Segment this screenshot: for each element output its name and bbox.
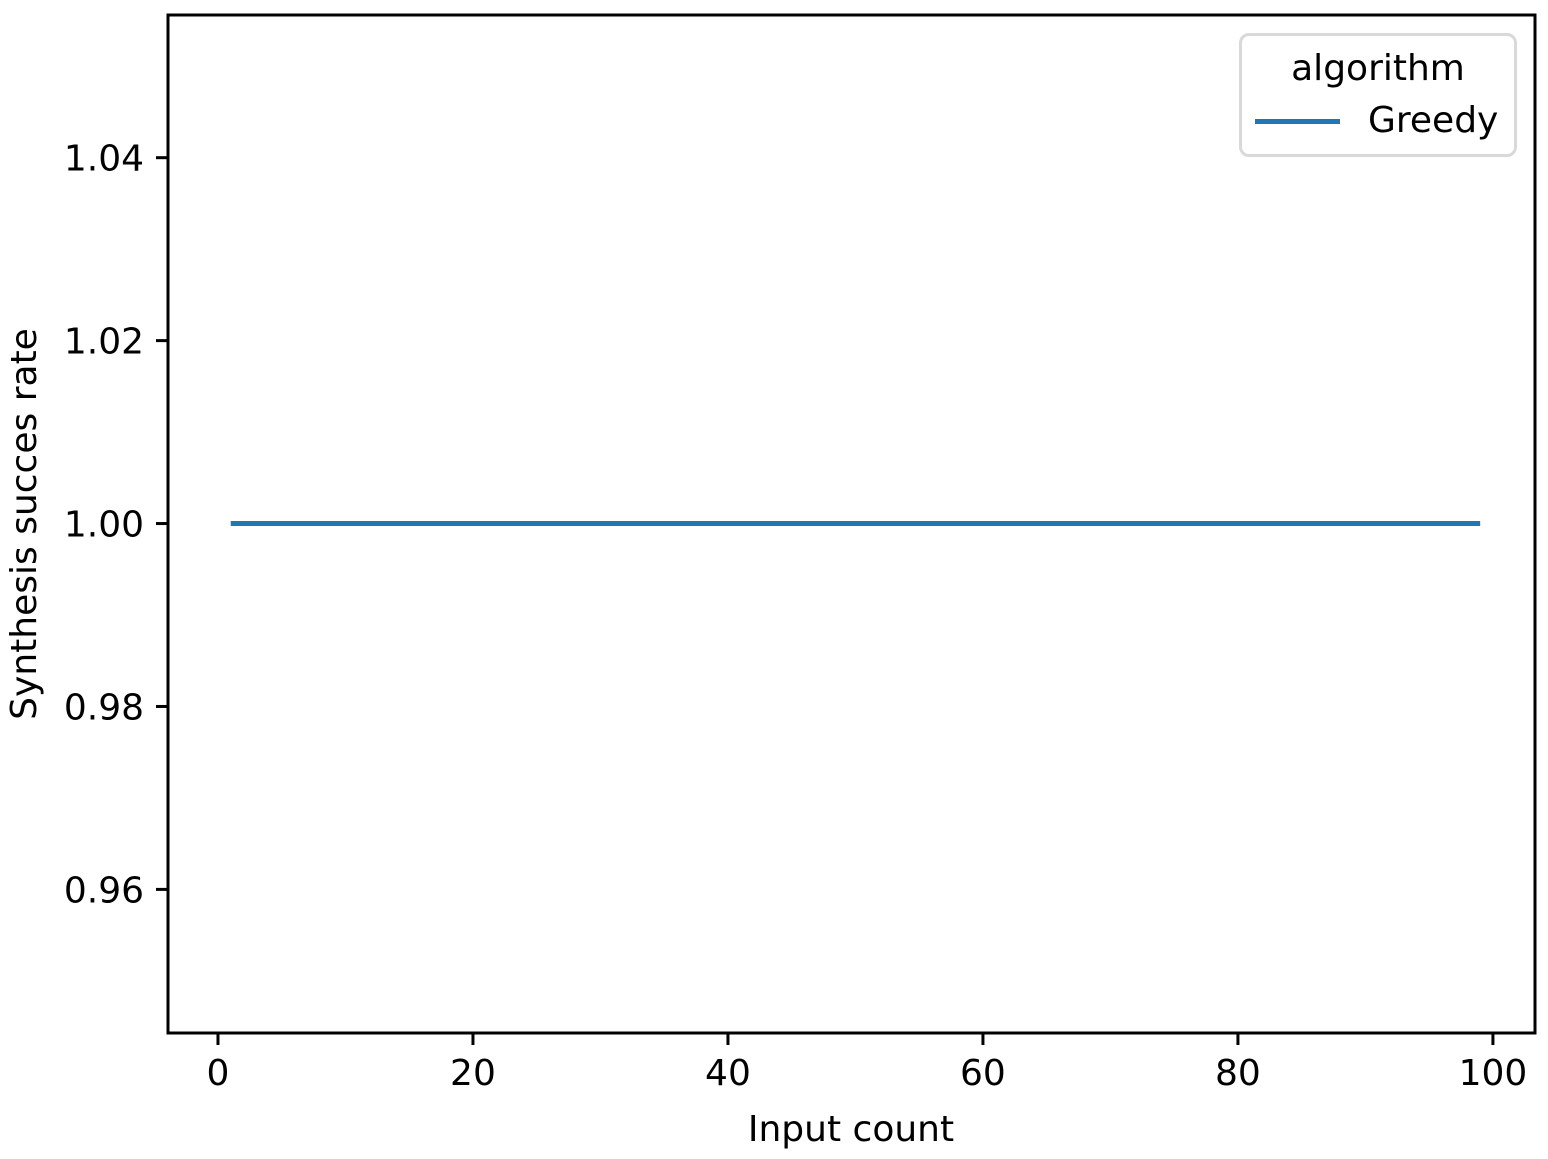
y-axis-tick-label: 1.00: [64, 505, 144, 546]
x-axis-tick-label: 40: [705, 1053, 751, 1094]
legend-entry-greedy: Greedy: [1255, 101, 1514, 141]
x-axis-ticks: 0 20 40 60 80 100: [207, 1033, 1528, 1094]
legend-title: algorithm: [1291, 47, 1465, 89]
x-axis-label: Input count: [748, 1109, 954, 1150]
y-axis-ticks: 0.96 0.98 1.00 1.02 1.04: [64, 139, 168, 911]
x-axis-tick-label: 80: [1215, 1053, 1261, 1094]
x-axis-tick-label: 100: [1459, 1053, 1528, 1094]
x-axis-tick-label: 60: [960, 1053, 1006, 1094]
y-axis-tick-label: 0.96: [64, 870, 144, 911]
y-axis-tick-label: 1.02: [64, 322, 144, 363]
y-axis-label: Synthesis succes rate: [4, 328, 45, 720]
legend-entry-label: Greedy: [1368, 100, 1499, 142]
y-axis-tick-label: 1.04: [64, 139, 144, 180]
y-axis-tick-label: 0.98: [64, 687, 144, 728]
legend-line-swatch: [1255, 118, 1340, 124]
x-axis-tick-label: 0: [207, 1053, 230, 1094]
legend: algorithm Greedy: [1239, 33, 1517, 157]
x-axis-tick-label: 20: [450, 1053, 496, 1094]
